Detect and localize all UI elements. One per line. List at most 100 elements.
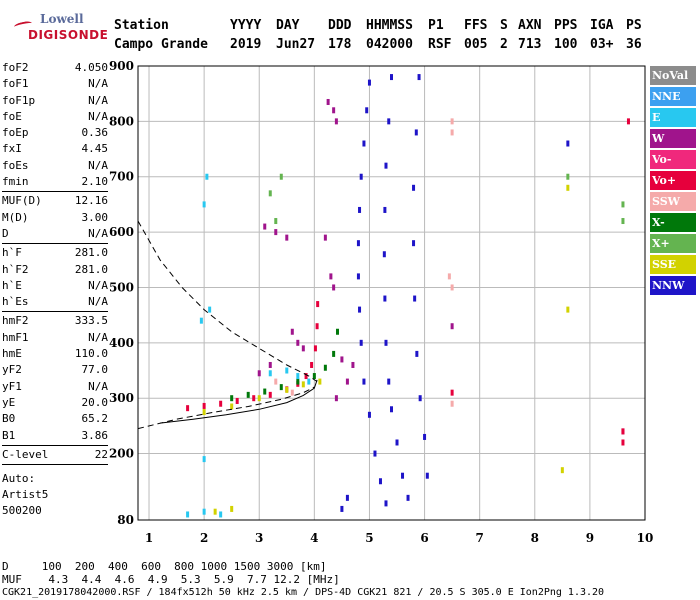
param-value: 110.0 <box>74 347 108 361</box>
x-tick-label: 3 <box>255 531 263 545</box>
echo-point-nnw <box>356 273 360 280</box>
echo-point-w <box>450 323 454 330</box>
echo-point-nnw <box>367 411 371 418</box>
param-separator <box>2 191 108 193</box>
footer-distance-row: D 100 200 400 600 800 1000 1500 3000 [km… <box>2 560 327 573</box>
echo-point-w <box>274 229 278 236</box>
echo-point-nnw <box>359 339 363 346</box>
echo-point-w <box>345 378 349 385</box>
echo-point-e <box>285 367 289 374</box>
echo-point-x-trace <box>332 350 336 357</box>
hdr-pps-label: PPS <box>554 18 578 33</box>
echo-point-nnw <box>340 505 344 512</box>
hdr-iga-label: IGA <box>590 18 614 33</box>
param-row: foEs N/A <box>2 158 108 174</box>
echo-point-nnw <box>423 433 427 440</box>
echo-point-nnw <box>384 339 388 346</box>
param-key: hmF2 <box>2 314 29 328</box>
echo-point-ssw <box>450 129 454 136</box>
echo-point-o-trace <box>310 361 314 368</box>
param-key: hmE <box>2 347 22 361</box>
param-value: 3.86 <box>81 428 109 442</box>
echo-point-nnw <box>345 494 349 501</box>
param-row: foF1p N/A <box>2 93 108 109</box>
param-key: fxI <box>2 142 22 156</box>
ionogram-plot: 1 2 3 4 5 6 7 8 9 10 80 200 300 400 500 600 700 800 900 <box>109 59 653 545</box>
echo-point-o-trace <box>304 373 308 380</box>
hdr-yyyy-label: YYYY <box>230 18 262 33</box>
param-row: B0 65.2 <box>2 411 108 427</box>
param-value: N/A <box>88 330 108 344</box>
param-key: foF2 <box>2 61 29 74</box>
x-tick-label: 5 <box>365 531 373 545</box>
param-key: fmin <box>2 175 29 189</box>
echo-point-w <box>257 370 261 377</box>
param-value: 281.0 <box>74 246 108 260</box>
hdr-p1-label: P1 <box>428 18 444 33</box>
echo-point-x- <box>621 218 625 225</box>
echo-point-o-trace <box>219 400 223 407</box>
echo-point-nnw <box>413 295 417 302</box>
echo-point-w <box>301 345 305 352</box>
auto-label: Auto: <box>2 472 36 486</box>
param-value: 65.2 <box>81 412 109 426</box>
param-row: h`F2 281.0 <box>2 262 108 278</box>
echo-point-x-trace <box>323 364 327 371</box>
param-separator <box>2 311 108 313</box>
param-separator <box>2 464 108 466</box>
echo-point-ssw <box>290 389 294 396</box>
echo-point-ssw <box>447 273 451 280</box>
param-value: 77.0 <box>81 363 109 377</box>
scaled-parameters-panel: foF2 4.050 foF1 N/A foF1p N/A foE N/A foEp 0.36 fx… <box>2 60 108 519</box>
echo-point-e <box>307 378 311 385</box>
param-key: B0 <box>2 412 16 426</box>
echo-point-w <box>285 234 289 241</box>
auto-artist: Artist5 <box>2 488 49 502</box>
param-row: foE N/A <box>2 109 108 125</box>
legend-item-x-: X- <box>650 213 696 232</box>
echo-point-nnw <box>384 500 388 507</box>
y-tick-label: 80 <box>117 513 134 527</box>
echo-point-w <box>329 273 333 280</box>
echo-point-nnw <box>378 478 382 485</box>
echo-point-e <box>208 306 212 313</box>
echo-point-w <box>268 361 272 368</box>
hdr-ps-value: 36 <box>626 37 642 52</box>
x-tick-label: 1 <box>145 531 153 545</box>
param-key: yF2 <box>2 363 22 377</box>
hdr-axn-label: AXN <box>518 18 542 33</box>
echo-point-sse <box>213 508 217 515</box>
echo-point-x-trace <box>312 373 316 380</box>
echo-point-vo- <box>626 118 630 125</box>
param-separator <box>2 444 108 446</box>
hdr-iga-value: 03+ <box>590 37 614 52</box>
y-tick-label: 900 <box>109 59 134 73</box>
param-row: D N/A <box>2 226 108 242</box>
echo-point-e <box>202 456 206 463</box>
param-row: h`F 281.0 <box>2 245 108 261</box>
legend: NoVal NNE E W Vo- Vo+ SSW X- X+ SSE NNW <box>650 66 696 297</box>
hdr-hhmmss-value: 042000 <box>366 37 413 52</box>
param-key: h`Es <box>2 295 29 309</box>
echo-point-x- <box>268 190 272 197</box>
param-value: N/A <box>88 278 108 292</box>
echo-point-nnw <box>384 162 388 169</box>
param-value: N/A <box>88 109 108 123</box>
echo-point-e <box>268 370 272 377</box>
param-key: h`E <box>2 278 22 292</box>
param-row: B1 3.86 <box>2 428 108 444</box>
x-tick-label: 9 <box>586 531 594 545</box>
hdr-hhmmss-label: HHMMSS <box>366 18 413 33</box>
echo-point-vo- <box>621 428 625 435</box>
echo-point-sse <box>318 378 322 385</box>
echo-point-ssw <box>450 118 454 125</box>
y-tick-label: 800 <box>109 114 134 128</box>
hdr-pps-value: 100 <box>554 37 578 52</box>
hdr-axn-value: 713 <box>518 37 542 52</box>
echo-point-nnw <box>382 251 386 258</box>
echo-point-w <box>334 395 338 402</box>
echo-point-nnw <box>425 472 429 479</box>
legend-item-nne: NNE <box>650 87 696 106</box>
echo-point-sse <box>257 395 261 402</box>
echo-point-e <box>202 201 206 208</box>
